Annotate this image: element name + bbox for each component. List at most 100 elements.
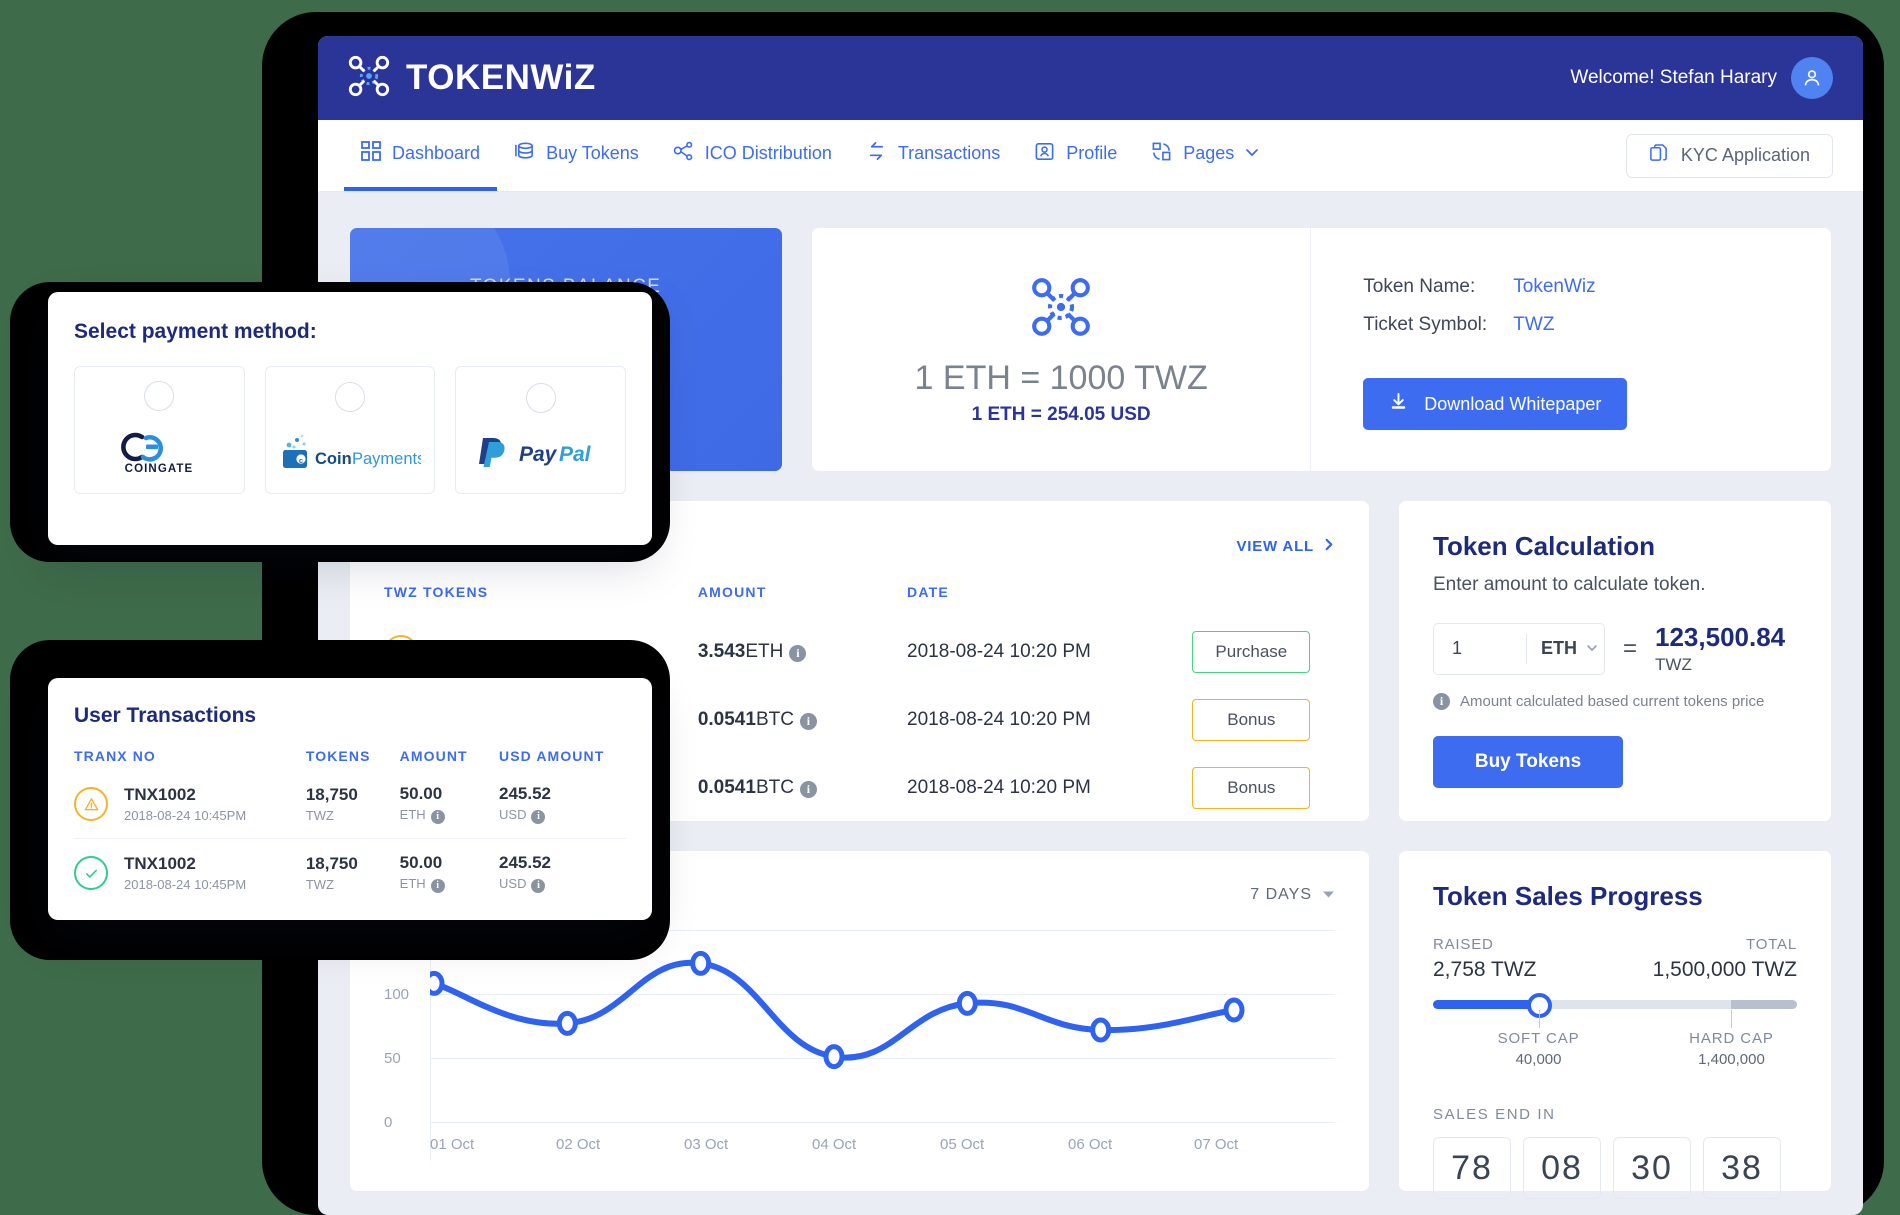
currency-select[interactable]: ETH	[1526, 633, 1610, 664]
info-icon[interactable]: i	[799, 713, 817, 730]
radio-icon[interactable]	[525, 382, 556, 413]
graph-range-value: 7 DAYS	[1250, 885, 1312, 903]
view-all-label: VIEW ALL	[1236, 538, 1314, 555]
usd-unit: USD	[499, 807, 527, 822]
cell-tokens: 18,750 TWZ	[306, 770, 400, 839]
usd-value: 245.52	[499, 784, 552, 803]
cell-tranx-no: TNX1002 2018-08-24 10:45PM	[74, 838, 306, 907]
list-item[interactable]: TNX1002 2018-08-24 10:45PM 18,750 TWZ 50…	[74, 770, 626, 839]
col-date: DATE	[907, 584, 949, 600]
hard-cap-label: HARD CAP	[1689, 1030, 1774, 1047]
nav-label: Transactions	[897, 143, 1001, 163]
payment-option-coingate[interactable]: COINGATE	[74, 366, 245, 494]
action-purchase-badge[interactable]: Purchase	[1192, 631, 1311, 673]
amount-unit: ETH	[745, 641, 784, 662]
usd-value: 245.52	[499, 853, 552, 872]
soft-cap-value: 40,000	[1515, 1051, 1562, 1068]
token-name-value: TokenWiz	[1513, 276, 1596, 297]
amount-input[interactable]	[1434, 623, 1526, 674]
result-value: 123,500.84	[1655, 622, 1786, 652]
id-card-icon	[1034, 141, 1055, 167]
total-label: TOTAL	[1746, 936, 1797, 953]
amount-input-group[interactable]: ETH	[1433, 622, 1605, 675]
payment-option-paypal[interactable]: Pay Pal	[455, 366, 627, 494]
user-avatar-icon[interactable]	[1791, 57, 1833, 99]
col-amount: AMOUNT	[399, 748, 468, 764]
amount-unit: ETH	[399, 876, 426, 891]
amount-unit-group: ETH i	[400, 876, 499, 893]
countdown-minutes: 30	[1613, 1137, 1691, 1199]
amount-unit-group: ETH i	[400, 807, 499, 824]
cell-usd-amount: 245.52 USD i	[499, 770, 626, 839]
cell-usd-amount: 245.52 USD i	[499, 838, 626, 907]
user-transactions-body: TNX1002 2018-08-24 10:45PM 18,750 TWZ 50…	[74, 770, 626, 907]
tranx-date: 2018-08-24 10:45PM	[124, 808, 247, 823]
nav-item-pages[interactable]: Pages	[1134, 120, 1276, 191]
info-icon[interactable]: i	[430, 810, 445, 824]
chevron-right-icon	[1322, 538, 1335, 555]
payment-option-coinpayments[interactable]: c Coin Payments	[264, 366, 436, 494]
radio-icon[interactable]	[335, 381, 365, 412]
nav-label: Profile	[1066, 143, 1118, 163]
info-icon[interactable]: i	[531, 879, 546, 893]
coins-icon	[514, 141, 535, 167]
buy-tokens-button[interactable]: Buy Tokens	[1433, 736, 1623, 788]
documents-icon	[1649, 143, 1668, 168]
countdown-days: 78	[1433, 1137, 1511, 1199]
view-all-link[interactable]: VIEW ALL	[1236, 538, 1335, 555]
col-action	[1192, 584, 1335, 618]
svg-text:c: c	[299, 456, 303, 465]
cell-amount: 50.00 ETH i	[399, 838, 500, 907]
nav-right: KYC Application	[1625, 120, 1833, 191]
gridline	[430, 930, 1335, 931]
brand-logo-group[interactable]: TOKENWiZ	[346, 53, 596, 104]
download-whitepaper-button[interactable]: Download Whitepaper	[1363, 378, 1628, 430]
status-success-icon	[74, 856, 108, 890]
nav-item-ico-distribution[interactable]: ICO Distribution	[656, 120, 849, 191]
result-unit: TWZ	[1655, 655, 1692, 674]
network-nodes-icon	[1028, 274, 1094, 345]
chart-area: 150 100 50 0 01 Oct 02 Oct	[384, 922, 1335, 1160]
hard-cap-value: 1,400,000	[1698, 1051, 1765, 1068]
ticket-symbol-row: Ticket Symbol: TWZ	[1363, 314, 1831, 336]
info-icon[interactable]: i	[789, 645, 807, 662]
svg-text:Coin: Coin	[315, 450, 352, 468]
cell-action: Bonus	[1192, 754, 1335, 822]
radio-icon[interactable]	[144, 380, 175, 411]
action-bonus-badge[interactable]: Bonus	[1192, 767, 1311, 809]
cell-action: Purchase	[1192, 618, 1335, 686]
col-twz-tokens: TWZ TOKENS	[384, 584, 489, 600]
y-tick-50: 50	[384, 1050, 401, 1067]
nav-item-profile[interactable]: Profile	[1017, 120, 1134, 191]
amount-unit: BTC	[755, 777, 794, 798]
col-amount: AMOUNT	[697, 584, 767, 600]
nav-item-transactions[interactable]: Transactions	[849, 120, 1017, 191]
cell-action: Bonus	[1192, 686, 1335, 754]
ticket-symbol-value: TWZ	[1513, 314, 1555, 335]
graph-range-select[interactable]: 7 DAYS	[1250, 886, 1335, 904]
token-calculation-title: Token Calculation	[1433, 531, 1655, 561]
kyc-application-label: KYC Application	[1680, 145, 1810, 165]
user-transactions-title: User Transactions	[74, 704, 257, 727]
cell-date: 2018-08-24 10:20 PM	[907, 641, 1091, 662]
tranx-no-value: TNX1002	[124, 854, 196, 873]
progress-hardcap-segment	[1731, 1000, 1797, 1009]
nav-item-dashboard[interactable]: Dashboard	[344, 120, 498, 191]
nav-item-buy-tokens[interactable]: Buy Tokens	[497, 120, 656, 191]
info-icon[interactable]: i	[430, 879, 445, 893]
info-icon[interactable]: i	[799, 781, 817, 798]
nav-items: Dashboard Buy Tokens	[344, 120, 1276, 191]
exchange-arrows-icon	[866, 141, 887, 167]
sales-end-label: SALES END IN	[1433, 1106, 1556, 1123]
welcome-group[interactable]: Welcome! Stefan Harary	[1570, 57, 1833, 99]
sales-progress-slider[interactable]: SOFT CAP 40,000 HARD CAP 1,400,000	[1433, 993, 1797, 1068]
list-item[interactable]: TNX1002 2018-08-24 10:45PM 18,750 TWZ 50…	[74, 838, 626, 907]
kyc-application-button[interactable]: KYC Application	[1625, 133, 1833, 178]
user-transactions-table: TRANX NO TOKENS AMOUNT USD AMOUNT	[74, 728, 626, 907]
tokens-value: 18,750	[305, 854, 358, 873]
cell-amount: 0.0541BTC i	[698, 754, 907, 822]
raised-label: RAISED	[1433, 936, 1494, 953]
select-payment-method-popup: Select payment method: COINGATE c	[48, 292, 652, 545]
info-icon[interactable]: i	[531, 810, 546, 824]
action-bonus-badge[interactable]: Bonus	[1192, 699, 1311, 741]
